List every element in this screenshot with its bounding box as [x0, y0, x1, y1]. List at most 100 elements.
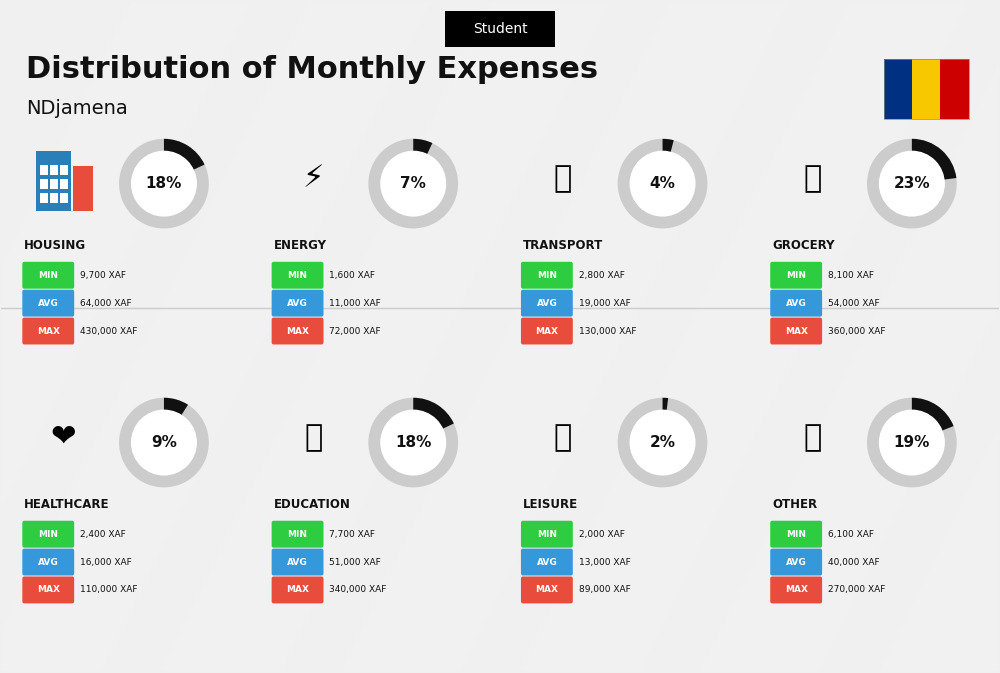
- Text: LEISURE: LEISURE: [523, 498, 578, 511]
- Bar: [73, 166, 93, 211]
- Wedge shape: [164, 398, 188, 415]
- Text: AVG: AVG: [287, 557, 308, 567]
- Text: 23%: 23%: [894, 176, 930, 191]
- Bar: [50, 178, 58, 188]
- Circle shape: [880, 151, 944, 216]
- Text: 2,000 XAF: 2,000 XAF: [579, 530, 625, 538]
- Text: MAX: MAX: [286, 326, 309, 336]
- Wedge shape: [119, 139, 209, 228]
- Text: AVG: AVG: [287, 299, 308, 308]
- FancyBboxPatch shape: [22, 262, 74, 289]
- Text: Distribution of Monthly Expenses: Distribution of Monthly Expenses: [26, 55, 598, 83]
- Bar: [50, 165, 58, 175]
- Text: MAX: MAX: [37, 586, 60, 594]
- Wedge shape: [867, 398, 957, 487]
- FancyBboxPatch shape: [272, 262, 323, 289]
- Text: 9%: 9%: [151, 435, 177, 450]
- Polygon shape: [879, 1, 1000, 672]
- Circle shape: [381, 151, 446, 216]
- Wedge shape: [119, 398, 209, 487]
- Text: 👛: 👛: [803, 423, 821, 452]
- Text: 7%: 7%: [400, 176, 426, 191]
- Text: 1,600 XAF: 1,600 XAF: [329, 271, 375, 280]
- Wedge shape: [663, 139, 674, 152]
- FancyBboxPatch shape: [770, 262, 822, 289]
- Polygon shape: [520, 1, 969, 672]
- Text: 11,000 XAF: 11,000 XAF: [329, 299, 381, 308]
- Bar: [940, 59, 969, 119]
- Text: MAX: MAX: [37, 326, 60, 336]
- Text: 51,000 XAF: 51,000 XAF: [329, 557, 381, 567]
- Text: AVG: AVG: [38, 557, 59, 567]
- Text: MIN: MIN: [537, 530, 557, 538]
- FancyBboxPatch shape: [770, 577, 822, 604]
- Circle shape: [132, 411, 196, 475]
- Text: OTHER: OTHER: [772, 498, 817, 511]
- Text: 13,000 XAF: 13,000 XAF: [579, 557, 631, 567]
- Text: MAX: MAX: [535, 586, 558, 594]
- Text: 2%: 2%: [650, 435, 676, 450]
- Text: HOUSING: HOUSING: [24, 239, 86, 252]
- Bar: [884, 59, 969, 119]
- Bar: [60, 165, 68, 175]
- Wedge shape: [618, 139, 707, 228]
- Text: 40,000 XAF: 40,000 XAF: [828, 557, 880, 567]
- Text: ⚡: ⚡: [303, 164, 324, 193]
- FancyBboxPatch shape: [272, 521, 323, 548]
- Text: MIN: MIN: [288, 271, 308, 280]
- Text: AVG: AVG: [536, 557, 557, 567]
- Wedge shape: [413, 398, 454, 429]
- FancyBboxPatch shape: [770, 521, 822, 548]
- Polygon shape: [0, 1, 430, 672]
- Text: 340,000 XAF: 340,000 XAF: [329, 586, 387, 594]
- FancyBboxPatch shape: [521, 521, 573, 548]
- FancyBboxPatch shape: [521, 577, 573, 604]
- Text: 6,100 XAF: 6,100 XAF: [828, 530, 874, 538]
- Text: MIN: MIN: [288, 530, 308, 538]
- Text: 16,000 XAF: 16,000 XAF: [80, 557, 132, 567]
- Wedge shape: [413, 139, 432, 154]
- Polygon shape: [699, 1, 1000, 672]
- Bar: [50, 192, 58, 203]
- Polygon shape: [340, 1, 789, 672]
- FancyBboxPatch shape: [22, 521, 74, 548]
- Text: 🛒: 🛒: [803, 164, 821, 193]
- Text: 110,000 XAF: 110,000 XAF: [80, 586, 138, 594]
- Text: 🛍️: 🛍️: [554, 423, 572, 452]
- Text: AVG: AVG: [786, 557, 807, 567]
- Wedge shape: [368, 398, 458, 487]
- Wedge shape: [867, 139, 957, 228]
- Bar: [60, 192, 68, 203]
- Text: AVG: AVG: [536, 299, 557, 308]
- FancyBboxPatch shape: [770, 318, 822, 345]
- Circle shape: [630, 151, 695, 216]
- Text: MAX: MAX: [785, 586, 808, 594]
- Text: 18%: 18%: [395, 435, 431, 450]
- Text: 4%: 4%: [650, 176, 675, 191]
- Text: MAX: MAX: [535, 326, 558, 336]
- Bar: [912, 59, 940, 119]
- Text: 89,000 XAF: 89,000 XAF: [579, 586, 631, 594]
- Text: 8,100 XAF: 8,100 XAF: [828, 271, 874, 280]
- Text: 360,000 XAF: 360,000 XAF: [828, 326, 886, 336]
- Text: NDjamena: NDjamena: [26, 100, 128, 118]
- Text: HEALTHCARE: HEALTHCARE: [24, 498, 110, 511]
- FancyBboxPatch shape: [272, 318, 323, 345]
- Bar: [36, 151, 71, 211]
- FancyBboxPatch shape: [521, 262, 573, 289]
- Text: 270,000 XAF: 270,000 XAF: [828, 586, 885, 594]
- Text: MIN: MIN: [786, 271, 806, 280]
- Polygon shape: [161, 1, 610, 672]
- Text: MAX: MAX: [785, 326, 808, 336]
- Text: ❤️: ❤️: [51, 423, 77, 452]
- FancyBboxPatch shape: [22, 548, 74, 575]
- Circle shape: [381, 411, 446, 475]
- Text: Student: Student: [473, 22, 527, 36]
- Bar: [60, 178, 68, 188]
- Text: ENERGY: ENERGY: [274, 239, 327, 252]
- Text: 18%: 18%: [146, 176, 182, 191]
- Text: EDUCATION: EDUCATION: [274, 498, 351, 511]
- Wedge shape: [912, 398, 954, 431]
- Text: 130,000 XAF: 130,000 XAF: [579, 326, 636, 336]
- FancyBboxPatch shape: [272, 548, 323, 575]
